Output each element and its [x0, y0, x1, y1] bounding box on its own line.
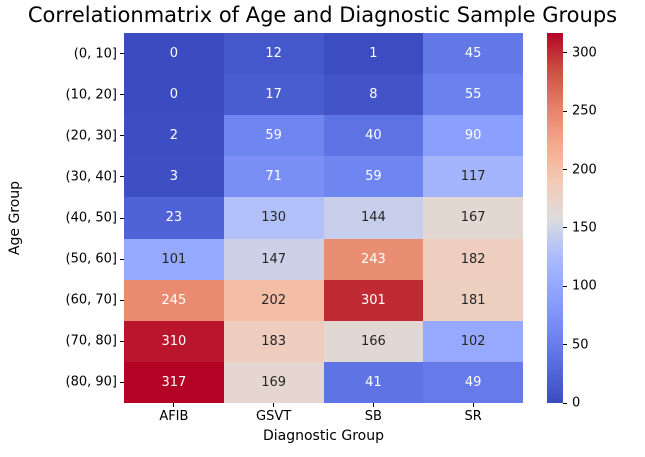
- heatmap-cell: 49: [423, 361, 523, 403]
- heatmap-cell: 59: [323, 156, 424, 198]
- heatmap-grid: 0 12 1 45 0 17 8 55 2 59 40 90 3 71 59 117 23 130 144 167 10…: [124, 33, 523, 403]
- heatmap-cell: 202: [223, 279, 324, 321]
- x-tick-mark: [173, 403, 175, 407]
- colorbar-tick-label: 50: [572, 337, 589, 353]
- heatmap-cell: 117: [423, 156, 523, 198]
- heatmap-cell: 144: [323, 197, 424, 239]
- heatmap-cell: 1: [323, 33, 424, 75]
- heatmap-cell: 2: [124, 115, 224, 157]
- colorbar-tick-label: 200: [572, 162, 597, 178]
- colorbar-tick-mark: [563, 285, 567, 287]
- heatmap-cell: 17: [223, 74, 324, 116]
- heatmap-cell: 243: [323, 238, 424, 280]
- heatmap-cell: 102: [423, 320, 523, 362]
- colorbar-ticks: 0 50 100 150 200 250 300: [563, 33, 623, 411]
- x-tick-mark: [273, 403, 275, 407]
- y-tick-mark: [120, 94, 124, 96]
- heatmap-cell: 59: [223, 115, 324, 157]
- heatmap-cell: 167: [423, 197, 523, 239]
- heatmap-cell: 301: [323, 279, 424, 321]
- x-tick-label: SB: [364, 409, 382, 424]
- colorbar-tick-label: 250: [572, 103, 597, 119]
- colorbar-tick-mark: [563, 110, 567, 112]
- y-tick-label: (10, 20]: [65, 87, 118, 103]
- colorbar-tick-mark: [563, 344, 567, 346]
- x-tick-marks: [124, 403, 523, 407]
- heatmap-cell: 130: [223, 197, 324, 239]
- heatmap-cell: 55: [423, 74, 523, 116]
- colorbar-tick-mark: [563, 169, 567, 171]
- heatmap-cell: 183: [223, 320, 324, 362]
- y-tick-label: (80, 90]: [65, 374, 118, 390]
- colorbar-tick-mark: [563, 402, 567, 404]
- y-tick-mark: [120, 381, 124, 383]
- y-tick-label: (30, 40]: [65, 169, 118, 185]
- heatmap-cell: 8: [323, 74, 424, 116]
- y-tick-label: (70, 80]: [65, 333, 118, 349]
- heatmap-cell: 23: [124, 197, 224, 239]
- y-tick-mark: [120, 217, 124, 219]
- colorbar-tick-label: 150: [572, 220, 597, 236]
- y-tick-mark: [120, 258, 124, 260]
- x-tick-label: AFIB: [159, 409, 189, 424]
- heatmap-cell: 0: [124, 74, 224, 116]
- y-tick-mark: [120, 299, 124, 301]
- colorbar-tick-mark: [563, 52, 567, 54]
- y-tick-mark: [120, 53, 124, 55]
- colorbar-tick-label: 0: [572, 395, 581, 411]
- y-tick-label: (40, 50]: [65, 210, 118, 226]
- y-tick-label: (20, 30]: [65, 128, 118, 144]
- x-axis-title: Diagnostic Group: [262, 428, 385, 444]
- x-tick-labels: AFIB GSVT SB SR: [124, 409, 523, 425]
- y-tick-mark: [120, 340, 124, 342]
- heatmap-cell: 71: [223, 156, 324, 198]
- x-tick-label: GSVT: [256, 409, 292, 424]
- heatmap-cell: 245: [124, 279, 224, 321]
- y-tick-marks: [120, 33, 124, 403]
- colorbar-tick-label: 100: [572, 278, 597, 294]
- colorbar-tick-label: 300: [572, 45, 597, 61]
- x-tick-mark: [472, 403, 474, 407]
- x-tick-label: SR: [464, 409, 482, 424]
- chart-title: Correlationmatrix of Age and Diagnostic …: [27, 3, 618, 27]
- heatmap-cell: 3: [124, 156, 224, 198]
- y-tick-label: (60, 70]: [65, 292, 118, 308]
- heatmap-cell: 181: [423, 279, 523, 321]
- heatmap-cell: 41: [323, 361, 424, 403]
- heatmap-cell: 45: [423, 33, 523, 75]
- x-tick-mark: [372, 403, 374, 407]
- heatmap-cell: 12: [223, 33, 324, 75]
- y-tick-label: (50, 60]: [65, 251, 118, 267]
- y-tick-labels: (0, 10] (10, 20] (20, 30] (30, 40] (40, 50] (…: [0, 33, 118, 403]
- heatmap-cell: 169: [223, 361, 324, 403]
- heatmap-cell: 101: [124, 238, 224, 280]
- heatmap-cell: 40: [323, 115, 424, 157]
- y-tick-mark: [120, 176, 124, 178]
- heatmap-cell: 0: [124, 33, 224, 75]
- colorbar: [547, 33, 563, 403]
- y-tick-mark: [120, 135, 124, 137]
- heatmap-cell: 317: [124, 361, 224, 403]
- heatmap-cell: 147: [223, 238, 324, 280]
- y-tick-label: (0, 10]: [73, 46, 117, 62]
- heatmap-cell: 166: [323, 320, 424, 362]
- colorbar-tick-mark: [563, 227, 567, 229]
- heatmap-cell: 90: [423, 115, 523, 157]
- heatmap-cell: 182: [423, 238, 523, 280]
- heatmap-cell: 310: [124, 320, 224, 362]
